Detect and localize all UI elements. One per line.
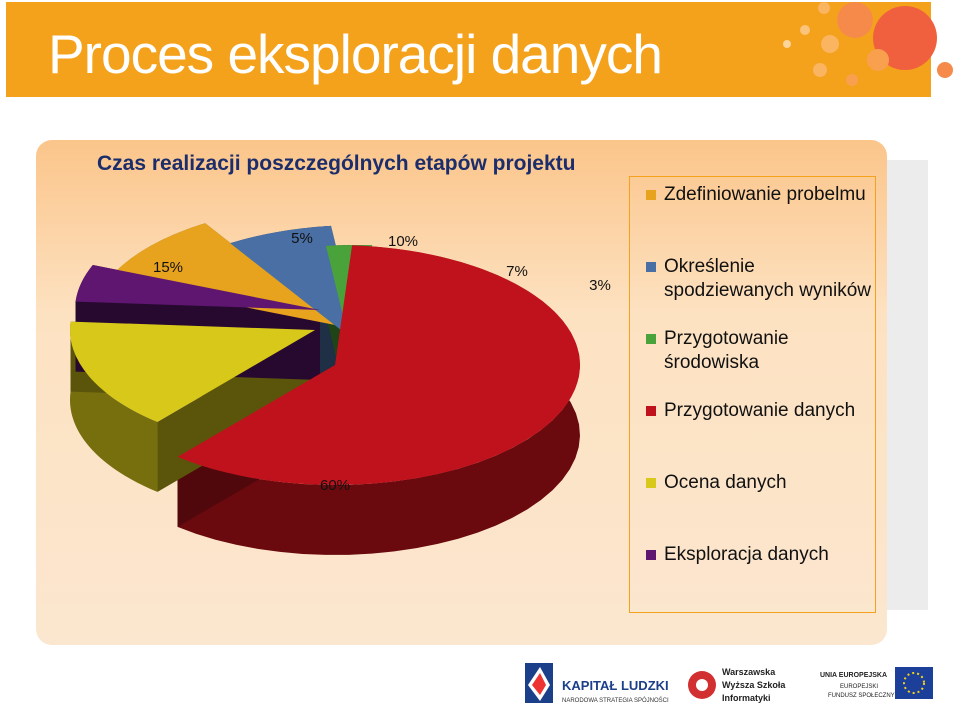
pie-slice-side (70, 321, 158, 492)
logo1-main: KAPITAŁ LUDZKI (562, 678, 669, 693)
data-label: 15% (153, 259, 183, 276)
header: Proces eksploracji danych (0, 0, 960, 97)
data-label: 60% (320, 477, 350, 494)
eu-logo: UNIA EUROPEJSKA EUROPEJSKI FUNDUSZ SPOŁE… (820, 667, 933, 699)
wwsi-logo: Warszawska Wyższa Szkoła Informatyki (688, 667, 786, 703)
logo2-line1: Warszawska (722, 667, 776, 677)
legend-label: Ocena danych (664, 472, 787, 493)
legend-swatch (646, 550, 656, 560)
chart-title: Czas realizacji poszczególnych etapów pr… (97, 152, 576, 175)
legend-label: Przygotowanie środowiska (664, 328, 789, 373)
kapital-ludzki-logo: KAPITAŁ LUDZKI NARODOWA STRATEGIA SPÓJNO… (525, 663, 669, 704)
legend-swatch (646, 190, 656, 200)
page-title: Proces eksploracji danych (48, 23, 663, 85)
logo3-line1: UNIA EUROPEJSKA (820, 672, 887, 679)
data-label: 10% (388, 233, 418, 250)
pie-slice (230, 225, 360, 345)
logo2-line2: Wyższa Szkoła (722, 680, 786, 690)
chart-legend: Zdefiniowanie probelmu Określenie spodzie… (629, 176, 876, 613)
legend-label: Przygotowanie danych (664, 400, 856, 421)
data-label: 3% (589, 277, 611, 294)
pie-slice (107, 223, 335, 325)
background-slab (886, 160, 928, 610)
legend-swatch (646, 262, 656, 272)
title-bar (6, 2, 931, 97)
pie-slice (75, 265, 321, 310)
logo3-line3: FUNDUSZ SPOŁECZNY (828, 693, 895, 699)
legend-swatch (646, 478, 656, 488)
legend-label: Określenie spodziewanych wyników (664, 256, 871, 301)
decorative-dots-icon (783, 2, 953, 86)
data-label: 7% (506, 263, 528, 280)
pie-slice (177, 245, 580, 486)
legend-swatch (646, 334, 656, 344)
footer-logos: KAPITAŁ LUDZKI NARODOWA STRATEGIA SPÓJNO… (525, 663, 933, 704)
legend-label: Zdefiniowanie probelmu (664, 184, 866, 205)
logo3-line2: EUROPEJSKI (840, 684, 878, 690)
logo2-line3: Informatyki (722, 693, 771, 703)
pie-slice (69, 321, 315, 422)
legend-label: Eksploracja danych (664, 544, 829, 565)
legend-swatch (646, 406, 656, 416)
data-label: 5% (291, 230, 313, 247)
logo1-sub: NARODOWA STRATEGIA SPÓJNOŚCI (562, 696, 669, 704)
